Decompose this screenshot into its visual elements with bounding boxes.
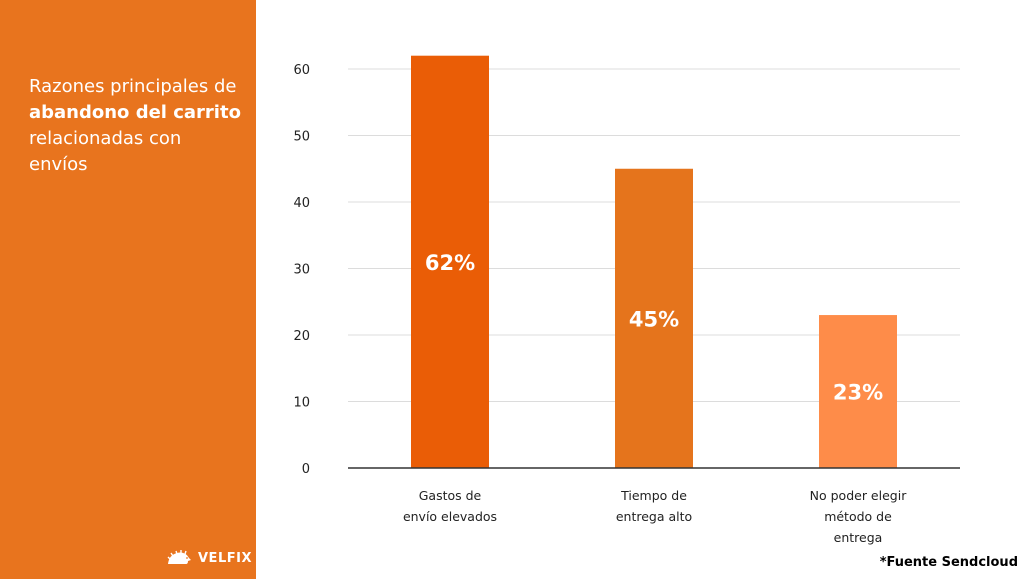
y-tick-label: 40 [293, 196, 310, 211]
data-label: 62% [425, 251, 475, 275]
category-label: Tiempo de [620, 488, 687, 503]
title-part-3: relacionadas con envíos [29, 128, 182, 175]
category-label: Gastos de [419, 488, 482, 503]
bars [411, 55, 897, 468]
velfix-logo: VELFIX [166, 550, 252, 566]
title-part-2-highlight: abandono del carrito [29, 102, 241, 123]
y-axis-ticks: 0 10 20 30 40 50 60 [293, 63, 310, 477]
y-tick-label: 60 [293, 63, 310, 78]
chart-title: Razones principales de abandono del carr… [29, 74, 244, 178]
category-label: envío elevados [403, 509, 497, 524]
category-label: No poder elegir [810, 488, 908, 503]
hedgehog-icon [167, 550, 191, 564]
bar [615, 168, 693, 468]
bar [819, 315, 897, 468]
source-note: *Fuente Sendcloud [879, 555, 1018, 570]
y-tick-label: 50 [293, 130, 310, 145]
title-part-1: Razones principales de [29, 76, 237, 97]
category-label: método de [824, 509, 892, 524]
y-tick-label: 20 [293, 329, 310, 344]
data-labels: 62% 45% 23% [425, 251, 883, 405]
y-tick-label: 0 [302, 462, 310, 477]
y-tick-label: 10 [293, 396, 310, 411]
data-label: 23% [833, 381, 883, 405]
category-label: entrega alto [616, 509, 692, 524]
category-label: entrega [834, 530, 883, 545]
logo-text: VELFIX [198, 550, 252, 566]
bar [411, 55, 489, 468]
side-panel: Razones principales de abandono del carr… [0, 0, 256, 579]
data-label: 45% [629, 307, 679, 331]
category-labels: Gastos de envío elevados Tiempo de entrega … [403, 488, 907, 545]
y-tick-label: 30 [293, 263, 310, 278]
bar-chart: 0 10 20 30 40 50 60 Gastos de envío elevados Tie… [293, 55, 960, 545]
